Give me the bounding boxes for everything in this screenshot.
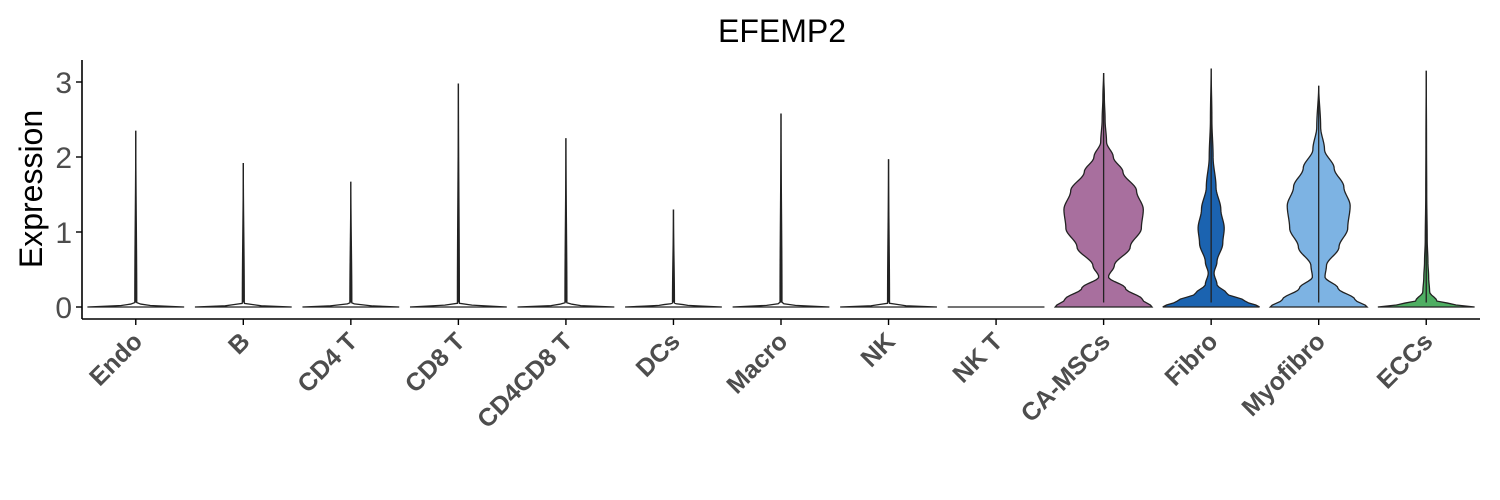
violin-group — [1162, 68, 1260, 308]
x-tick-label: Fibro — [1159, 327, 1223, 391]
violin-group — [625, 209, 722, 308]
y-axis-title: Expression — [13, 110, 49, 268]
y-axis: 0 1 2 3 — [55, 60, 83, 325]
chart-title: EFEMP2 — [718, 13, 846, 49]
violin-group — [732, 113, 830, 308]
x-tick-label: Myofibro — [1237, 327, 1331, 421]
x-tick-label: NK T — [947, 327, 1008, 388]
x-tick-label: ECCs — [1372, 327, 1439, 394]
violin-group — [840, 159, 937, 308]
violin-layer — [87, 68, 1475, 308]
x-tick-label: Macro — [721, 327, 793, 399]
y-tick-label: 2 — [55, 142, 72, 175]
violin-group — [1053, 72, 1154, 308]
x-tick-label: CD4CD8 T — [472, 327, 578, 433]
violin-group — [194, 163, 292, 308]
x-tick-label: B — [223, 327, 256, 360]
y-tick-label: 3 — [55, 67, 72, 100]
violin-group — [517, 138, 615, 308]
violin-group — [87, 130, 185, 308]
x-tick-label: CD4 T — [292, 327, 363, 398]
x-tick-label: CA-MSCs — [1016, 327, 1116, 427]
violin-group — [302, 181, 400, 308]
violin-group — [1377, 70, 1475, 308]
x-axis: Endo B CD4 T CD8 T CD4CD8 T DCs Macro NK NK T CA-… — [82, 318, 1480, 434]
violin-group — [1268, 85, 1369, 308]
x-tick-label: NK — [855, 327, 900, 372]
x-tick-label: Endo — [84, 327, 148, 391]
y-tick-label: 0 — [55, 292, 72, 325]
y-tick-label: 1 — [55, 217, 72, 250]
x-tick-label: CD8 T — [400, 327, 471, 398]
x-tick-label: DCs — [631, 327, 686, 382]
violin-group — [409, 83, 507, 308]
